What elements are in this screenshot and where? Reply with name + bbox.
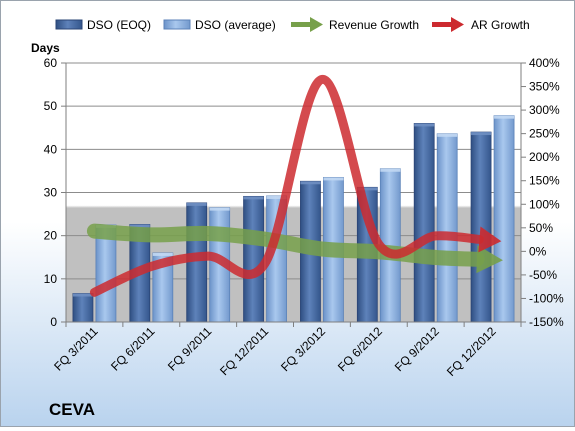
- bar-top-dso-average: [437, 134, 457, 137]
- y-tick-label: 50: [44, 99, 58, 113]
- legend-label-revenue-growth: Revenue Growth: [329, 18, 419, 32]
- y-tick-label: 0: [50, 315, 57, 329]
- legend-label-ar-growth: AR Growth: [471, 18, 530, 32]
- x-tick-label: FQ 12/2011: [217, 324, 271, 378]
- bar-top-dso-eoq: [187, 203, 207, 206]
- bar-top-dso-average: [210, 208, 230, 211]
- bar-top-dso-average: [153, 253, 173, 256]
- company-label: CEVA: [49, 400, 95, 419]
- legend: DSO (EOQ) DSO (average) Revenue Growth A…: [56, 17, 530, 32]
- y2-tick-label: 250%: [529, 127, 560, 141]
- bar-dso-eoq: [244, 196, 264, 322]
- legend-label-dso-average: DSO (average): [195, 18, 276, 32]
- y-tick-label: 10: [44, 272, 58, 286]
- y2-tick-label: 300%: [529, 103, 560, 117]
- y2-tick-label: 350%: [529, 80, 560, 94]
- y2-tick-label: 100%: [529, 197, 560, 211]
- y2-tick-label: -150%: [529, 315, 564, 329]
- bar-top-dso-eoq: [471, 132, 491, 135]
- bar-top-dso-eoq: [414, 123, 434, 126]
- legend-item-dso-average: DSO (average): [164, 18, 276, 32]
- y2-tick-label: -50%: [529, 268, 557, 282]
- y-tick-label: 20: [44, 229, 58, 243]
- bar-top-dso-average: [323, 177, 343, 180]
- y2-tick-label: 150%: [529, 174, 560, 188]
- x-tick-label: FQ 12/2012: [444, 324, 499, 379]
- bar-dso-average: [494, 116, 514, 322]
- x-tick-label: FQ 9/2012: [392, 324, 442, 374]
- legend-swatch-dso-average: [164, 20, 190, 29]
- y2-tick-label: 200%: [529, 150, 560, 164]
- bar-top-dso-average: [380, 169, 400, 172]
- legend-swatch-dso-eoq: [56, 20, 82, 29]
- legend-label-dso-eoq: DSO (EOQ): [87, 18, 151, 32]
- x-tick-label: FQ 6/2012: [335, 324, 385, 374]
- bar-dso-eoq: [187, 203, 207, 322]
- x-tick-label: FQ 9/2011: [165, 324, 215, 374]
- y-tick-label: 40: [44, 142, 58, 156]
- x-tick-label: FQ 3/2011: [51, 324, 101, 374]
- legend-arrowhead-revenue-growth: [310, 17, 323, 32]
- bar-dso-eoq: [414, 123, 434, 322]
- y-tick-label: 60: [44, 56, 58, 70]
- y-tick-label: 30: [44, 186, 58, 200]
- legend-arrowhead-ar-growth: [451, 17, 464, 32]
- bar-top-dso-eoq: [244, 196, 264, 199]
- bar-dso-eoq: [73, 294, 93, 322]
- y2-tick-label: 400%: [529, 56, 560, 70]
- x-tick-label: FQ 6/2011: [108, 324, 158, 374]
- y2-tick-label: 0%: [529, 244, 547, 258]
- y2-tick-label: -100%: [529, 291, 564, 305]
- legend-item-ar-growth: AR Growth: [432, 17, 530, 32]
- legend-item-dso-eoq: DSO (EOQ): [56, 18, 151, 32]
- y-axis-unit-label: Days: [31, 41, 60, 55]
- bar-top-dso-eoq: [300, 181, 320, 184]
- legend-item-revenue-growth: Revenue Growth: [291, 17, 419, 32]
- bar-dso-average: [437, 134, 457, 322]
- bar-top-dso-average: [494, 116, 514, 119]
- x-tick-label: FQ 3/2012: [278, 324, 328, 374]
- bar-top-dso-eoq: [73, 294, 93, 297]
- y2-tick-label: 50%: [529, 221, 553, 235]
